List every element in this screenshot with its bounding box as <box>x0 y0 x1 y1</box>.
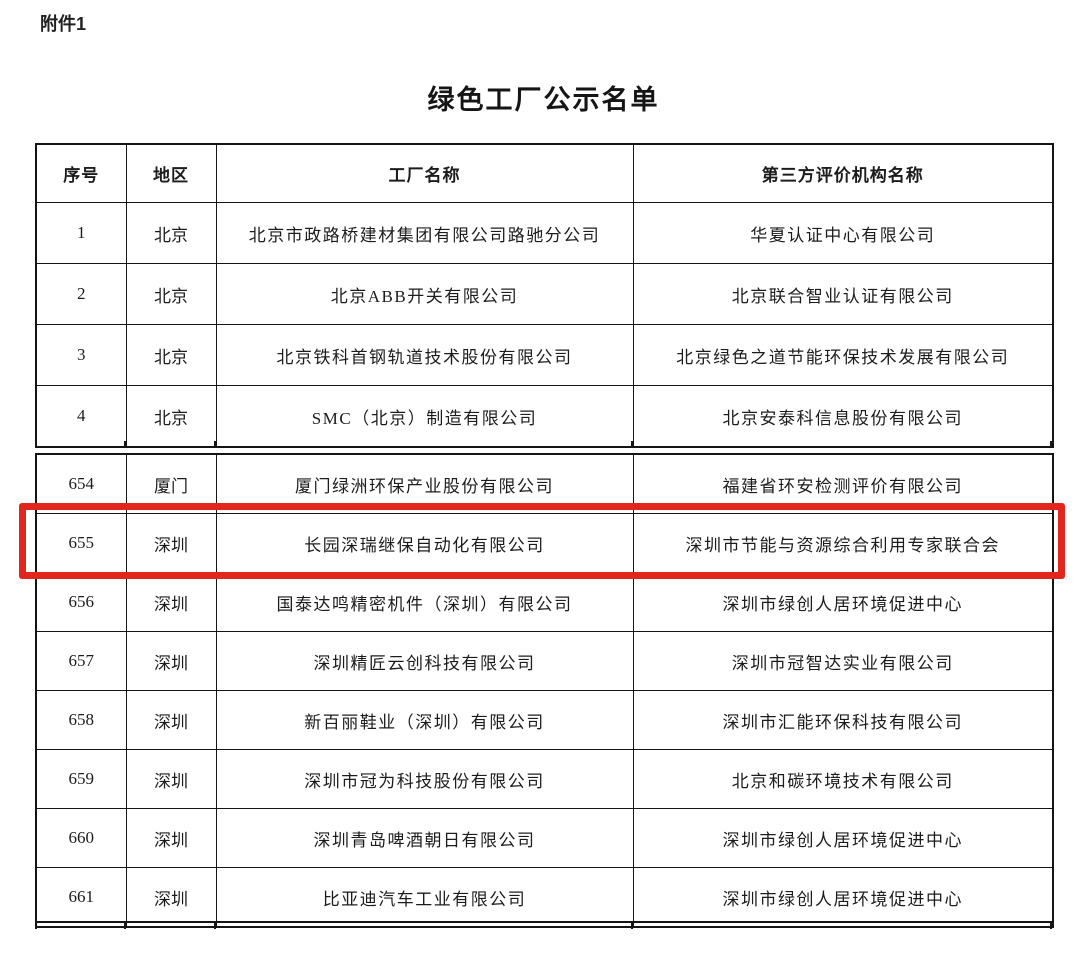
table-cut-marks-bottom <box>35 921 1052 929</box>
cell-factory: 北京ABB开关有限公司 <box>215 263 634 325</box>
column-line-stub <box>631 923 633 929</box>
table-row: 656 深圳 国泰达鸣精密机件（深圳）有限公司 深圳市绿创人居环境促进中心 <box>35 572 1054 632</box>
page-title: 绿色工厂公示名单 <box>427 85 660 115</box>
cell-factory: 比亚迪汽车工业有限公司 <box>215 867 634 928</box>
header-region: 地区 <box>125 143 217 203</box>
cell-region: 北京 <box>125 263 217 325</box>
cell-agency: 深圳市绿创人居环境促进中心 <box>632 867 1054 928</box>
cell-no: 2 <box>35 263 127 325</box>
cell-agency: 深圳市节能与资源综合利用专家联合会 <box>632 513 1054 573</box>
cell-agency: 北京联合智业认证有限公司 <box>632 263 1054 325</box>
cell-no: 4 <box>35 385 127 448</box>
table-cut-marks-top <box>35 441 1052 447</box>
cell-no: 655 <box>35 513 127 573</box>
cell-no: 657 <box>35 631 127 691</box>
cell-region: 北京 <box>125 385 217 448</box>
cell-region: 深圳 <box>125 749 217 809</box>
cell-factory: 北京铁科首钢轨道技术股份有限公司 <box>215 324 634 386</box>
cell-agency: 北京和碳环境技术有限公司 <box>632 749 1054 809</box>
column-line-stub <box>1050 923 1052 929</box>
table-row: 2 北京 北京ABB开关有限公司 北京联合智业认证有限公司 <box>35 263 1054 325</box>
factory-table-top-section: 序号 地区 工厂名称 第三方评价机构名称 1 北京 北京市政路桥建材集团有限公司路驰… <box>35 143 1054 448</box>
cell-agency: 深圳市绿创人居环境促进中心 <box>632 572 1054 632</box>
cell-region: 厦门 <box>125 453 217 514</box>
column-line-stub <box>35 441 37 447</box>
cell-region: 北京 <box>125 202 217 264</box>
table-row: 659 深圳 深圳市冠为科技股份有限公司 北京和碳环境技术有限公司 <box>35 749 1054 809</box>
cell-factory: 深圳精匠云创科技有限公司 <box>215 631 634 691</box>
table-row: 1 北京 北京市政路桥建材集团有限公司路驰分公司 华夏认证中心有限公司 <box>35 202 1054 264</box>
cell-region: 深圳 <box>125 690 217 750</box>
cell-no: 1 <box>35 202 127 264</box>
table-row: 661 深圳 比亚迪汽车工业有限公司 深圳市绿创人居环境促进中心 <box>35 867 1054 928</box>
cell-no: 656 <box>35 572 127 632</box>
cell-factory: SMC（北京）制造有限公司 <box>215 385 634 448</box>
cell-factory: 深圳青岛啤酒朝日有限公司 <box>215 808 634 868</box>
cell-agency: 福建省环安检测评价有限公司 <box>632 453 1054 514</box>
cell-region: 深圳 <box>125 572 217 632</box>
cell-factory: 厦门绿洲环保产业股份有限公司 <box>215 453 634 514</box>
cell-no: 654 <box>35 453 127 514</box>
column-line-stub <box>124 923 126 929</box>
cell-region: 深圳 <box>125 808 217 868</box>
table-row-highlighted: 655 深圳 长园深瑞继保自动化有限公司 深圳市节能与资源综合利用专家联合会 <box>35 513 1054 573</box>
cell-agency: 华夏认证中心有限公司 <box>632 202 1054 264</box>
cell-region: 深圳 <box>125 631 217 691</box>
cell-factory: 北京市政路桥建材集团有限公司路驰分公司 <box>215 202 634 264</box>
cell-no: 3 <box>35 324 127 386</box>
cell-agency: 北京安泰科信息股份有限公司 <box>632 385 1054 448</box>
header-no: 序号 <box>35 143 127 203</box>
column-line-stub <box>214 923 216 929</box>
cell-region: 深圳 <box>125 867 217 928</box>
cell-no: 659 <box>35 749 127 809</box>
cell-agency: 深圳市汇能环保科技有限公司 <box>632 690 1054 750</box>
cell-agency: 深圳市冠智达实业有限公司 <box>632 631 1054 691</box>
column-line-stub <box>631 441 633 447</box>
attachment-label: 附件1 <box>40 14 87 34</box>
cell-factory: 国泰达鸣精密机件（深圳）有限公司 <box>215 572 634 632</box>
column-line-stub <box>1050 441 1052 447</box>
table-row: 654 厦门 厦门绿洲环保产业股份有限公司 福建省环安检测评价有限公司 <box>35 453 1054 514</box>
cell-factory: 长园深瑞继保自动化有限公司 <box>215 513 634 573</box>
cell-no: 660 <box>35 808 127 868</box>
table-header-row: 序号 地区 工厂名称 第三方评价机构名称 <box>35 143 1054 203</box>
header-agency: 第三方评价机构名称 <box>632 143 1054 203</box>
table-row: 4 北京 SMC（北京）制造有限公司 北京安泰科信息股份有限公司 <box>35 385 1054 448</box>
column-line-stub <box>124 441 126 447</box>
cell-region: 深圳 <box>125 513 217 573</box>
cell-factory: 新百丽鞋业（深圳）有限公司 <box>215 690 634 750</box>
table-row: 3 北京 北京铁科首钢轨道技术股份有限公司 北京绿色之道节能环保技术发展有限公司 <box>35 324 1054 386</box>
cell-factory: 深圳市冠为科技股份有限公司 <box>215 749 634 809</box>
cell-agency: 北京绿色之道节能环保技术发展有限公司 <box>632 324 1054 386</box>
column-line-stub <box>35 923 37 929</box>
cell-no: 661 <box>35 867 127 928</box>
header-factory: 工厂名称 <box>215 143 634 203</box>
cell-agency: 深圳市绿创人居环境促进中心 <box>632 808 1054 868</box>
table-row: 660 深圳 深圳青岛啤酒朝日有限公司 深圳市绿创人居环境促进中心 <box>35 808 1054 868</box>
cell-no: 658 <box>35 690 127 750</box>
factory-table-bottom-section: 654 厦门 厦门绿洲环保产业股份有限公司 福建省环安检测评价有限公司 655 深圳 长园深… <box>35 453 1054 928</box>
table-row: 658 深圳 新百丽鞋业（深圳）有限公司 深圳市汇能环保科技有限公司 <box>35 690 1054 750</box>
table-row: 657 深圳 深圳精匠云创科技有限公司 深圳市冠智达实业有限公司 <box>35 631 1054 691</box>
cell-region: 北京 <box>125 324 217 386</box>
column-line-stub <box>214 441 216 447</box>
